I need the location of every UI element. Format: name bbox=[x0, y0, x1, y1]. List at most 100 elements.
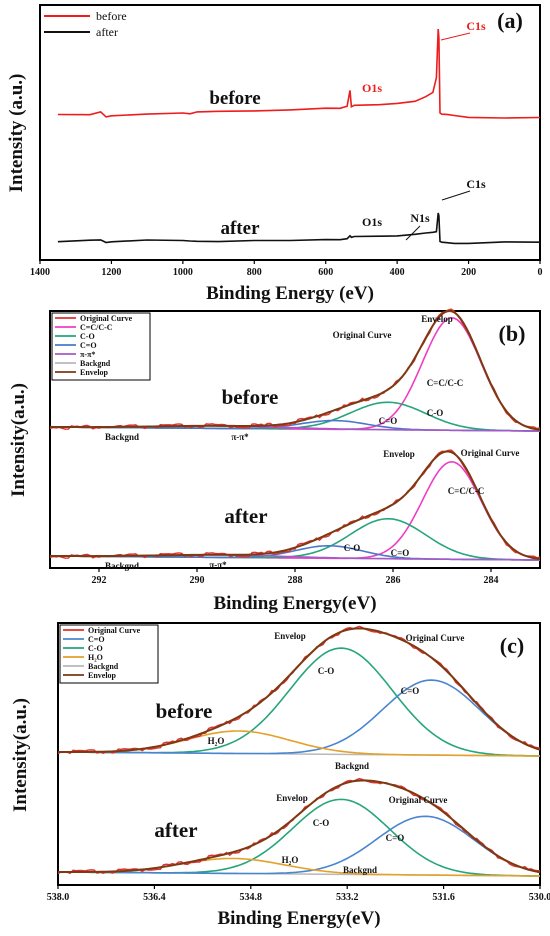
component-C-O bbox=[58, 798, 540, 877]
component-label: H₂O bbox=[208, 736, 225, 746]
peak-label: C1s bbox=[466, 177, 486, 191]
legend-label: C-O bbox=[80, 332, 95, 341]
x-tick-label: 536.4 bbox=[143, 892, 166, 903]
x-axis-0: 1400 1200 1000 800 600 400 200 0 Binding Energy … bbox=[30, 260, 543, 304]
fit-group-after bbox=[49, 449, 541, 561]
y-axis-label-a: Intensity (a.u.) bbox=[6, 74, 27, 193]
panel-a-frame bbox=[39, 4, 541, 261]
backgnd-label: Backgnd bbox=[105, 432, 139, 442]
x-tick-label: 286 bbox=[386, 575, 401, 586]
component-label: C=O bbox=[386, 833, 405, 843]
legend-box bbox=[59, 624, 159, 684]
original-curve-label: Original Curve bbox=[333, 330, 392, 340]
pi-label: π-π* bbox=[209, 560, 227, 570]
x-tick-label: 1400 bbox=[30, 267, 50, 278]
x-tick-label: 600 bbox=[318, 267, 333, 278]
panel-label: (c) bbox=[500, 633, 524, 658]
legend-a: before after bbox=[44, 9, 127, 39]
envelop-curve bbox=[49, 450, 541, 560]
legend-label: Backgnd bbox=[88, 662, 119, 671]
component-label: C-O bbox=[318, 666, 335, 676]
x-tick-label: 290 bbox=[190, 575, 205, 586]
component-label: C-O bbox=[313, 818, 330, 828]
series-label-after: after bbox=[224, 504, 267, 528]
envelop-label: Envelop bbox=[421, 314, 453, 324]
legend-label: before bbox=[96, 9, 127, 23]
pi-label: π-π* bbox=[231, 432, 249, 442]
legend-label: C=C/C-C bbox=[80, 323, 113, 332]
x-tick-label: 800 bbox=[247, 267, 262, 278]
x-tick-label: 292 bbox=[92, 575, 107, 586]
component-label: C=O bbox=[401, 686, 420, 696]
series-label-before: before bbox=[156, 699, 213, 723]
component-C=C/C-C bbox=[50, 460, 541, 560]
envelop-curve bbox=[58, 627, 541, 753]
legend-label: Original Curve bbox=[88, 626, 141, 635]
fit-group-before bbox=[49, 308, 541, 432]
legend-label: C-O bbox=[88, 644, 103, 653]
fit-group-before bbox=[57, 625, 541, 757]
y-axis-label-b: Intensity(a.u.) bbox=[8, 383, 29, 497]
x-axis-label: Binding Energy (eV) bbox=[206, 283, 374, 304]
component-label: C=O bbox=[379, 416, 398, 426]
envelop-curve bbox=[58, 779, 541, 874]
series-label-before: before bbox=[222, 385, 279, 409]
legend-label: π-π* bbox=[80, 350, 95, 359]
series-label-after: after bbox=[154, 818, 197, 842]
envelop-curve bbox=[49, 309, 541, 431]
x-tick-label: 534.8 bbox=[240, 892, 263, 903]
original-curve bbox=[49, 449, 541, 559]
envelop-label: Envelop bbox=[383, 449, 415, 459]
leader-line bbox=[440, 32, 471, 41]
x-axis-label: Binding Energy(eV) bbox=[217, 908, 380, 929]
legend-label: Original Curve bbox=[80, 314, 133, 323]
x-axis-label: Binding Energy(eV) bbox=[213, 593, 376, 614]
panel-c-frame bbox=[57, 622, 541, 886]
component-label: C=C/C-C bbox=[427, 378, 464, 388]
original-curve-label: Original Curve bbox=[389, 795, 448, 805]
backgnd-label: Backgnd bbox=[343, 865, 377, 875]
series-label-after: after bbox=[220, 218, 260, 239]
component-label: H₂O bbox=[282, 855, 299, 865]
original-curve-label: Original Curve bbox=[406, 633, 465, 643]
legend-label: C=O bbox=[88, 635, 105, 644]
component-C=O bbox=[58, 679, 541, 755]
component-C=O bbox=[58, 815, 541, 875]
panel-label: (a) bbox=[497, 8, 523, 33]
component-label: C=C/C-C bbox=[448, 486, 485, 496]
x-tick-label: 1200 bbox=[101, 267, 121, 278]
x-tick-label: 288 bbox=[288, 575, 303, 586]
x-tick-label: 400 bbox=[390, 267, 405, 278]
legend-label: after bbox=[96, 25, 118, 39]
envelop-label: Envelop bbox=[274, 631, 306, 641]
series-label-before: before bbox=[209, 88, 260, 109]
legend-label: Envelop bbox=[88, 671, 117, 680]
component-label: C-O bbox=[427, 408, 444, 418]
panel-label: (b) bbox=[499, 321, 526, 346]
series-after-line bbox=[57, 212, 541, 245]
legend-label: H₂O bbox=[88, 653, 103, 662]
x-tick-label: 0 bbox=[538, 267, 543, 278]
component-C-O bbox=[50, 518, 540, 561]
backgnd-label: Backgnd bbox=[335, 761, 369, 771]
x-tick-label: 531.6 bbox=[432, 892, 455, 903]
component-label: C-O bbox=[344, 543, 361, 553]
leader-line bbox=[405, 225, 421, 241]
legend-box bbox=[51, 312, 151, 381]
x-axis-1: 292 290 288 286 284 Binding Energy(eV) bbox=[92, 568, 499, 614]
component-label: C=O bbox=[391, 548, 410, 558]
envelop-label: Envelop bbox=[276, 793, 308, 803]
peak-label: N1s bbox=[410, 211, 430, 225]
x-axis-2: 538.0 536.4 534.8 533.2 531.6 530.0 Binding En… bbox=[47, 885, 550, 929]
x-tick-label: 284 bbox=[484, 575, 499, 586]
y-axis-label-c: Intensity(a.u.) bbox=[10, 698, 31, 812]
x-tick-label: 533.2 bbox=[336, 892, 359, 903]
fit-group-after bbox=[57, 777, 541, 877]
series-before-line bbox=[57, 28, 541, 119]
backgnd-label: Backgnd bbox=[105, 561, 139, 571]
x-tick-label: 1000 bbox=[173, 267, 193, 278]
legend-label: Backgnd bbox=[80, 359, 111, 368]
peak-label: C1s bbox=[466, 19, 486, 33]
